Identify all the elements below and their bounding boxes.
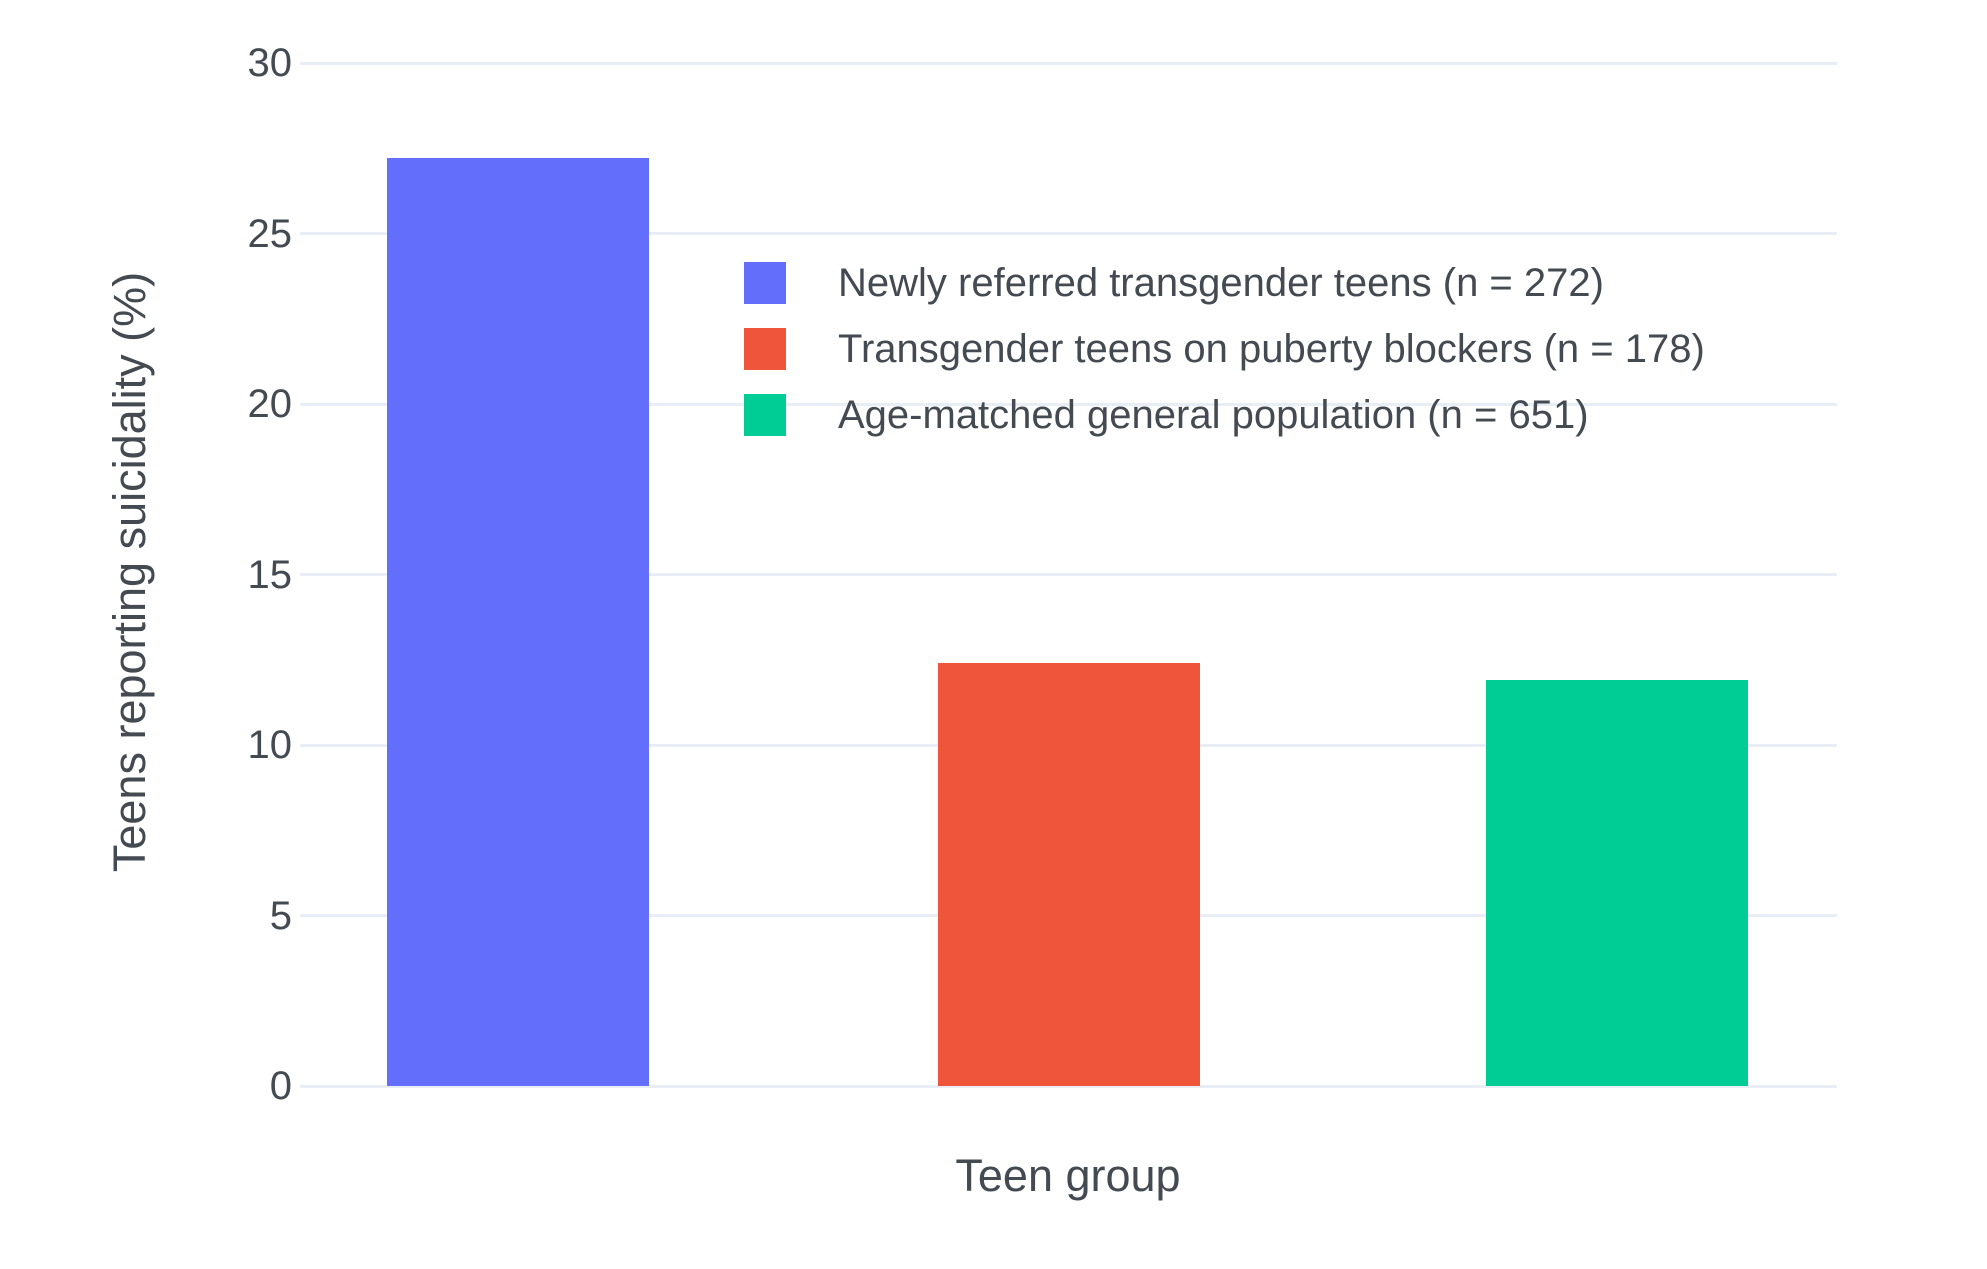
- gridline-y-0: [300, 1084, 1837, 1088]
- y-tick-label: 0: [269, 1064, 292, 1108]
- y-tick-label: 30: [247, 41, 293, 85]
- y-tick-label: 15: [247, 552, 293, 597]
- y-tick-label: 20: [247, 382, 293, 426]
- x-axis-title: Teen group: [955, 1150, 1181, 1201]
- gridline-y-20: [300, 402, 1837, 406]
- gridline-y-15: [300, 573, 1837, 576]
- y-tick-label: 5: [269, 893, 292, 938]
- bar-1[interactable]: [387, 158, 649, 1086]
- gridline-y-25: [300, 232, 1837, 235]
- y-tick-label: 25: [247, 211, 293, 256]
- y-tick-label: 10: [247, 723, 293, 767]
- gridline-y-30: [300, 61, 1837, 65]
- bar-3[interactable]: [1486, 680, 1748, 1086]
- bar-2[interactable]: [938, 663, 1200, 1086]
